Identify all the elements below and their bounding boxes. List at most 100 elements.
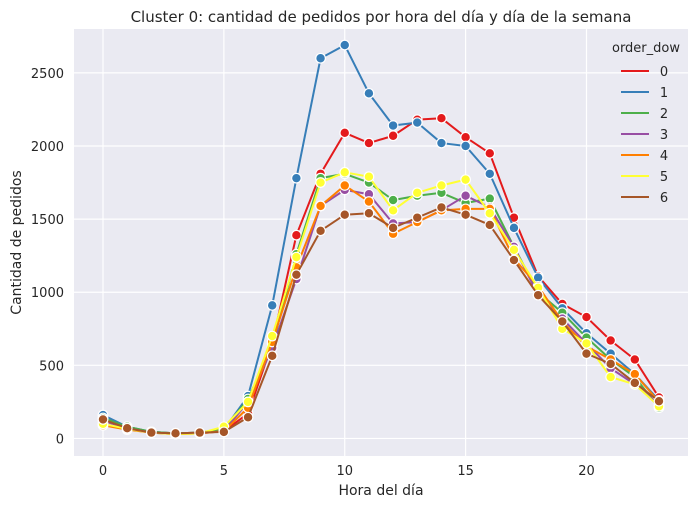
legend-label: 1 xyxy=(660,86,668,101)
data-point xyxy=(411,212,423,224)
legend-items: 0 1 2 3 4 5 6 xyxy=(621,65,668,206)
data-point xyxy=(290,229,302,241)
legend-label: 6 xyxy=(660,191,668,206)
data-point xyxy=(508,254,520,266)
legend-label: 4 xyxy=(660,149,668,164)
data-point xyxy=(145,427,157,439)
series-6 xyxy=(97,202,665,439)
y-tick-label: 0 xyxy=(56,432,64,447)
data-point xyxy=(339,39,351,51)
legend-label: 2 xyxy=(660,107,668,122)
data-point xyxy=(315,52,326,64)
data-point xyxy=(508,244,520,256)
data-point xyxy=(436,137,447,149)
data-point xyxy=(170,427,181,439)
legend-item-0: 0 xyxy=(621,65,668,80)
data-point xyxy=(460,140,472,152)
data-point xyxy=(363,137,375,149)
data-point xyxy=(484,207,496,219)
plot-area xyxy=(74,29,688,456)
data-point xyxy=(339,127,351,139)
data-point xyxy=(290,269,302,281)
data-point xyxy=(315,225,326,237)
data-point xyxy=(556,316,568,327)
data-point xyxy=(460,174,472,186)
chart-title: Cluster 0: cantidad de pedidos por hora … xyxy=(131,8,632,26)
data-point xyxy=(97,414,109,425)
data-point xyxy=(266,350,278,362)
data-point xyxy=(290,251,302,263)
y-tick-label: 500 xyxy=(39,359,64,374)
data-point xyxy=(315,200,326,212)
data-point xyxy=(532,289,544,301)
y-tick-label: 2000 xyxy=(31,140,64,155)
data-point xyxy=(460,209,472,221)
data-point xyxy=(266,299,278,311)
data-point xyxy=(387,204,399,216)
y-tick-label: 1500 xyxy=(31,213,64,228)
x-tick-label: 0 xyxy=(99,464,107,479)
data-point xyxy=(605,358,617,370)
data-point xyxy=(581,348,592,360)
data-point xyxy=(460,190,472,202)
legend-item-3: 3 xyxy=(621,128,668,143)
data-point xyxy=(508,222,520,234)
data-point xyxy=(411,117,423,128)
y-tick-label: 1000 xyxy=(31,286,64,301)
data-point xyxy=(581,311,592,323)
data-point xyxy=(653,395,665,407)
data-point xyxy=(315,177,326,188)
data-point xyxy=(411,187,423,199)
x-tick-label: 20 xyxy=(578,464,595,479)
data-point xyxy=(339,180,351,191)
data-point xyxy=(484,193,496,205)
data-point xyxy=(218,426,230,438)
data-point xyxy=(290,172,302,184)
data-point xyxy=(363,87,375,99)
series-layer xyxy=(97,39,665,440)
data-point xyxy=(629,368,641,380)
legend-item-6: 6 xyxy=(621,191,668,206)
data-point xyxy=(363,196,375,207)
data-point xyxy=(242,396,254,408)
data-point xyxy=(629,377,641,389)
data-point xyxy=(436,202,447,213)
data-point xyxy=(339,166,351,178)
data-point xyxy=(387,120,399,131)
data-point xyxy=(605,371,617,383)
data-point xyxy=(266,330,278,342)
x-tick-label: 5 xyxy=(220,464,228,479)
data-point xyxy=(484,219,496,231)
data-point xyxy=(484,168,496,180)
data-point xyxy=(339,209,351,221)
data-point xyxy=(484,147,496,159)
y-axis-title: Cantidad de pedidos xyxy=(9,170,25,314)
data-point xyxy=(121,422,133,434)
data-point xyxy=(436,180,447,191)
legend-item-1: 1 xyxy=(621,86,668,101)
data-point xyxy=(242,411,254,423)
data-point xyxy=(387,130,399,142)
data-point xyxy=(436,112,447,124)
legend-item-4: 4 xyxy=(621,149,668,164)
legend: order_dow 0 1 2 3 4 5 6 xyxy=(612,41,680,206)
data-point xyxy=(363,171,375,183)
legend-label: 0 xyxy=(660,65,668,80)
data-point xyxy=(387,194,399,206)
data-point xyxy=(387,222,399,234)
data-point xyxy=(363,207,375,219)
legend-label: 5 xyxy=(660,170,668,185)
x-tick-label: 10 xyxy=(336,464,353,479)
x-tick-label: 15 xyxy=(457,464,474,479)
data-point xyxy=(629,354,641,365)
x-axis-title: Hora del día xyxy=(338,483,423,499)
legend-item-5: 5 xyxy=(621,170,668,185)
legend-title: order_dow xyxy=(612,41,680,56)
y-tick-label: 2500 xyxy=(31,67,64,82)
legend-item-2: 2 xyxy=(621,107,668,122)
data-point xyxy=(194,427,206,439)
tick-labels: 0 5 10 15 20 0 500 1000 1500 2000 2500 xyxy=(31,67,595,479)
legend-label: 3 xyxy=(660,128,668,143)
